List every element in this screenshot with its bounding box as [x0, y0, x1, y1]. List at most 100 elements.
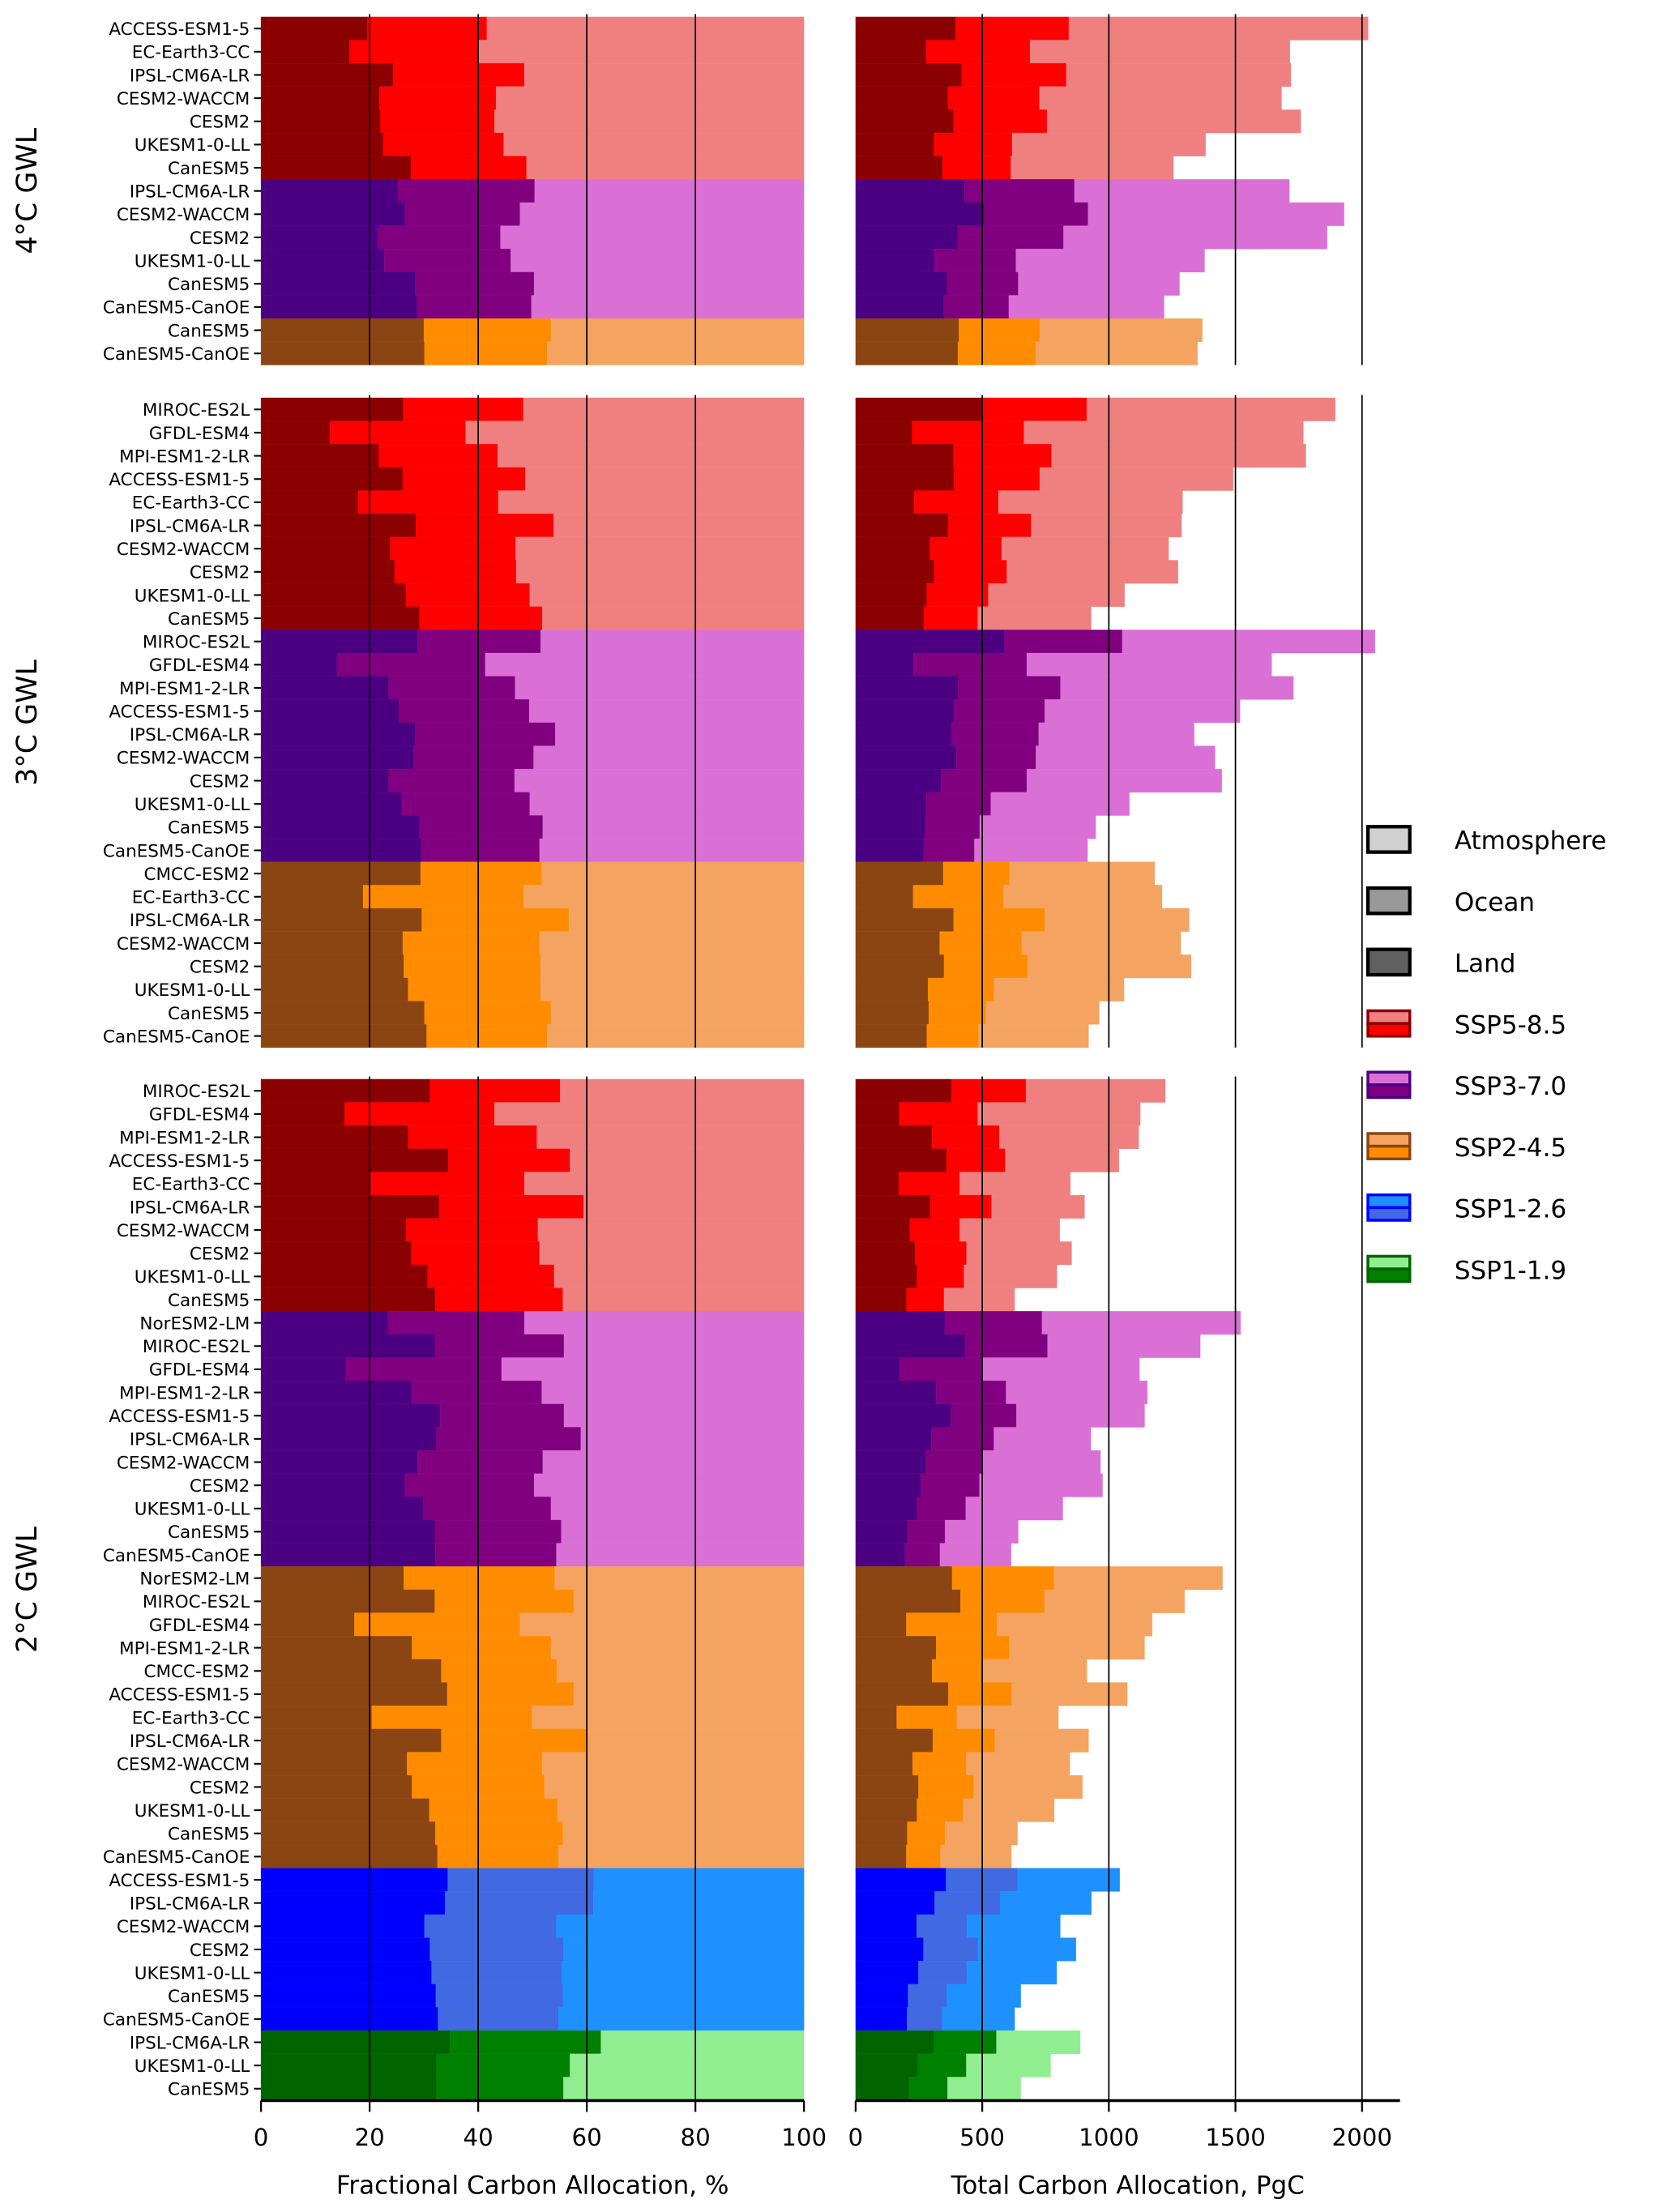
fraction-bar-ocean [431, 1960, 562, 1985]
total-bar-atmosphere [956, 1705, 1059, 1730]
total-bar-ocean [951, 722, 1040, 746]
total-bar-land [855, 202, 985, 227]
fraction-bar-ocean [404, 1473, 535, 1497]
fraction-bar-ocean [398, 698, 530, 724]
ytick-label: CESM2-WACCM [117, 540, 250, 560]
total-bar-land [855, 1287, 908, 1312]
total-bar-ocean [927, 977, 994, 1001]
ytick-label: IPSL-CM6A-LR [130, 1894, 250, 1914]
total-bar-land [855, 1310, 946, 1335]
total-bar-atmosphere [966, 1241, 1072, 1266]
total-bar-atmosphere [939, 1543, 1012, 1567]
fraction-bar-land [260, 1635, 412, 1660]
group-label: 2°C GWL [11, 1526, 44, 1652]
total-bar-land [855, 1821, 908, 1846]
fraction-bar-ocean [436, 1427, 582, 1451]
total-bar-land [855, 1914, 917, 1938]
fraction-bar-ocean [405, 583, 531, 608]
total-bar-atmosphere [965, 1497, 1063, 1521]
fraction-bar-ocean [408, 977, 541, 1001]
fraction-bar-land [260, 1023, 427, 1048]
ytick-label: IPSL-CM6A-LR [130, 1198, 250, 1218]
total-bar-land [855, 792, 927, 816]
total-bar-land [855, 606, 925, 630]
ytick-label: CMCC-ESM2 [143, 865, 250, 885]
fraction-bar-land [260, 2007, 438, 2031]
total-bar-atmosphere [999, 1890, 1092, 1915]
ytick-label: CESM2-WACCM [117, 1755, 250, 1775]
total-bar-land [855, 1357, 900, 1381]
fraction-bar-land [260, 1218, 407, 1242]
total-bar-land [855, 490, 915, 515]
fraction-bar-land [260, 606, 421, 630]
fraction-bar-ocean [354, 1612, 521, 1637]
ytick-label: CESM2-WACCM [117, 749, 250, 769]
total-bar-land [855, 1566, 953, 1591]
ytick-label: CESM2 [190, 957, 250, 977]
fraction-xtick-label: 100 [781, 2124, 827, 2151]
legend-label: Atmosphere [1455, 826, 1607, 856]
fraction-bar-land [260, 1194, 440, 1219]
total-bar-atmosphere [1074, 179, 1290, 203]
fraction-bar-atmosphere [570, 1148, 805, 1172]
fraction-bar-ocean [417, 295, 532, 319]
total-bar-atmosphere [1051, 443, 1306, 468]
ytick-label: CESM2-WACCM [117, 205, 250, 225]
ytick-label: ACCESS-ESM1-5 [109, 1407, 250, 1427]
total-bar-ocean [929, 1194, 993, 1219]
fraction-bar-ocean [435, 1984, 564, 2008]
total-x-axis-label: Total Carbon Allocation, PgC [951, 2171, 1305, 2200]
fraction-bar-ocean [378, 86, 497, 110]
fraction-bar-atmosphere [539, 1241, 805, 1266]
legend-swatch-bottom [1366, 1083, 1412, 1100]
fraction-bar-land [260, 1752, 408, 1776]
fraction-bar-atmosphere [562, 1984, 805, 2008]
fraction-bar-land [260, 1821, 436, 1846]
total-bar-ocean [947, 513, 1032, 538]
legend: Atmosphere Ocean Land SSP5-8.5 SSP3-7.0 SSP2-… [1365, 825, 1607, 1285]
total-bar-land [855, 295, 944, 319]
fraction-bar-atmosphere [525, 467, 805, 491]
fraction-bar-atmosphere [532, 1705, 805, 1730]
total-xtick-label: 500 [959, 2124, 1005, 2151]
total-bar-atmosphere [1066, 62, 1292, 88]
total-bar-land [855, 1798, 917, 1822]
total-bar-land [855, 2077, 910, 2101]
fraction-bar-land [260, 1148, 449, 1172]
total-xtick-label: 2000 [1332, 2124, 1393, 2151]
fraction-bar-land [260, 1403, 441, 1428]
ytick-label: MIROC-ES2L [143, 400, 250, 421]
total-bar-atmosphere [974, 838, 1088, 863]
total-bar-ocean [959, 1589, 1045, 1614]
total-bar-land [855, 745, 957, 770]
fraction-bar-land [260, 954, 404, 979]
legend-swatch-bottom [1366, 1144, 1412, 1161]
total-bar-atmosphere [994, 1728, 1089, 1753]
fraction-bar-ocean [424, 1001, 552, 1025]
total-bar-atmosphere [978, 1023, 1089, 1048]
total-bar-atmosphere [1001, 536, 1169, 561]
fraction-bar-land [260, 1984, 437, 2008]
fraction-bar-atmosphere [533, 745, 805, 770]
total-bar-atmosphere [1017, 1868, 1121, 1892]
total-bar-ocean [951, 1566, 1055, 1591]
fraction-bar-atmosphere [523, 397, 805, 421]
legend-label: Land [1455, 949, 1516, 978]
fraction-bar-atmosphere [486, 16, 805, 41]
total-bar-land [855, 1102, 899, 1126]
fraction-xtick-label: 20 [354, 2124, 384, 2151]
ytick-label: CESM2 [190, 113, 250, 133]
ytick-label: CanESM5 [168, 321, 250, 341]
fraction-bar-atmosphere [583, 1194, 805, 1219]
total-bar-atmosphere [985, 1001, 1100, 1025]
fraction-bar-land [260, 156, 412, 180]
fraction-bar-land [260, 698, 400, 724]
fraction-bar-atmosphere [550, 1497, 805, 1521]
fraction-bar-ocean [436, 2077, 564, 2101]
total-bar-ocean [906, 2007, 943, 2031]
fraction-bar-ocean [434, 1287, 564, 1312]
total-bar-ocean [898, 1172, 960, 1196]
fraction-bar-ocean [421, 907, 570, 933]
fraction-bar-atmosphere [556, 1914, 805, 1938]
total-bar-land [855, 652, 914, 677]
